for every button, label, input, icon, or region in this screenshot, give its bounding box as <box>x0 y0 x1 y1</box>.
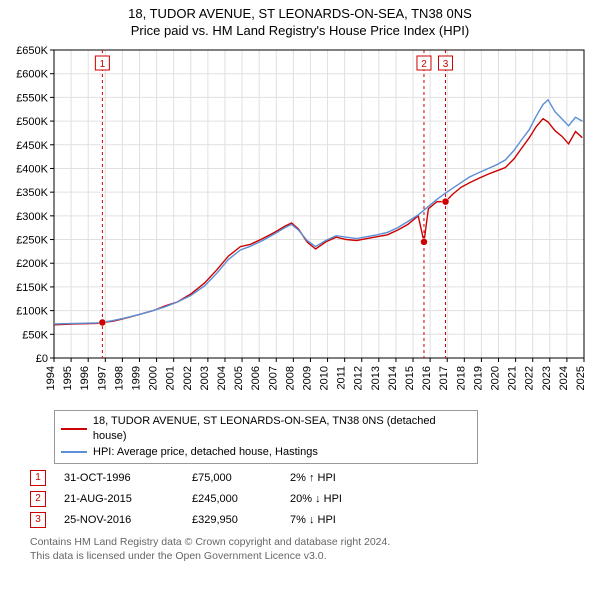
svg-text:£550K: £550K <box>16 92 48 104</box>
svg-text:2014: 2014 <box>387 366 399 390</box>
legend-swatch <box>61 451 87 453</box>
svg-text:2016: 2016 <box>421 366 433 390</box>
svg-text:2002: 2002 <box>182 366 194 390</box>
event-price: £245,000 <box>192 493 272 505</box>
svg-text:2005: 2005 <box>233 366 245 390</box>
svg-text:2010: 2010 <box>319 366 331 390</box>
svg-text:2018: 2018 <box>455 366 467 390</box>
event-price: £329,950 <box>192 514 272 526</box>
svg-text:3: 3 <box>443 59 449 70</box>
event-row: 3 25-NOV-2016 £329,950 7% ↓ HPI <box>30 510 590 531</box>
svg-text:2006: 2006 <box>250 366 262 390</box>
svg-text:£250K: £250K <box>16 234 48 246</box>
title-line-2: Price paid vs. HM Land Registry's House … <box>10 23 590 40</box>
footer: Contains HM Land Registry data © Crown c… <box>30 535 590 563</box>
chart-area: £0 £50K £100K £150K £200K £250K £300K £350K £400… <box>10 44 590 404</box>
svg-text:2001: 2001 <box>165 366 177 390</box>
svg-text:2013: 2013 <box>370 366 382 390</box>
svg-text:£500K: £500K <box>16 116 48 128</box>
svg-text:£400K: £400K <box>16 163 48 175</box>
event-diff: 2% ↑ HPI <box>290 472 400 484</box>
chart-title: 18, TUDOR AVENUE, ST LEONARDS-ON-SEA, TN… <box>10 6 590 40</box>
svg-text:2025: 2025 <box>575 366 587 390</box>
svg-text:1996: 1996 <box>79 366 91 390</box>
svg-text:2015: 2015 <box>404 366 416 390</box>
event-date: 21-AUG-2015 <box>64 493 174 505</box>
svg-text:£650K: £650K <box>16 45 48 57</box>
svg-text:1: 1 <box>100 59 106 70</box>
svg-text:2011: 2011 <box>336 366 348 390</box>
legend-item: HPI: Average price, detached house, Hast… <box>61 445 471 460</box>
svg-text:£50K: £50K <box>22 329 48 341</box>
svg-text:2024: 2024 <box>558 366 570 390</box>
svg-text:2012: 2012 <box>353 366 365 390</box>
svg-text:2008: 2008 <box>284 366 296 390</box>
svg-text:2003: 2003 <box>199 366 211 390</box>
svg-text:1995: 1995 <box>62 366 74 390</box>
legend-label: HPI: Average price, detached house, Hast… <box>93 445 318 460</box>
event-marker-box: 1 <box>30 470 46 486</box>
price-chart: £0 £50K £100K £150K £200K £250K £300K £350K £400… <box>10 44 590 404</box>
events-table: 1 31-OCT-1996 £75,000 2% ↑ HPI 2 21-AUG-2015 £… <box>30 468 590 531</box>
event-row: 2 21-AUG-2015 £245,000 20% ↓ HPI <box>30 489 590 510</box>
svg-text:£450K: £450K <box>16 140 48 152</box>
legend-item: 18, TUDOR AVENUE, ST LEONARDS-ON-SEA, TN… <box>61 414 471 445</box>
svg-text:£350K: £350K <box>16 187 48 199</box>
title-line-1: 18, TUDOR AVENUE, ST LEONARDS-ON-SEA, TN… <box>10 6 590 23</box>
svg-text:£100K: £100K <box>16 305 48 317</box>
event-diff: 20% ↓ HPI <box>290 493 400 505</box>
footer-line-1: Contains HM Land Registry data © Crown c… <box>30 535 590 549</box>
svg-text:£0: £0 <box>36 353 48 365</box>
svg-text:2020: 2020 <box>490 366 502 390</box>
svg-text:2000: 2000 <box>148 366 160 390</box>
svg-text:2021: 2021 <box>507 366 519 390</box>
svg-text:2019: 2019 <box>472 366 484 390</box>
svg-text:2009: 2009 <box>301 366 313 390</box>
svg-text:2017: 2017 <box>438 366 450 390</box>
svg-text:2: 2 <box>421 59 427 70</box>
event-row: 1 31-OCT-1996 £75,000 2% ↑ HPI <box>30 468 590 489</box>
svg-text:1998: 1998 <box>113 366 125 390</box>
svg-text:1994: 1994 <box>45 366 57 390</box>
footer-line-2: This data is licensed under the Open Gov… <box>30 549 590 563</box>
event-marker-box: 3 <box>30 512 46 528</box>
svg-text:2004: 2004 <box>216 366 228 390</box>
svg-text:£150K: £150K <box>16 282 48 294</box>
legend: 18, TUDOR AVENUE, ST LEONARDS-ON-SEA, TN… <box>54 410 478 464</box>
svg-text:2022: 2022 <box>524 366 536 390</box>
svg-text:£200K: £200K <box>16 258 48 270</box>
event-date: 25-NOV-2016 <box>64 514 174 526</box>
svg-text:2007: 2007 <box>267 366 279 390</box>
event-price: £75,000 <box>192 472 272 484</box>
svg-text:1999: 1999 <box>130 366 142 390</box>
svg-text:2023: 2023 <box>541 366 553 390</box>
svg-text:£300K: £300K <box>16 211 48 223</box>
event-marker-box: 2 <box>30 491 46 507</box>
svg-text:£600K: £600K <box>16 68 48 80</box>
svg-text:1997: 1997 <box>96 366 108 390</box>
event-diff: 7% ↓ HPI <box>290 514 400 526</box>
event-date: 31-OCT-1996 <box>64 472 174 484</box>
legend-label: 18, TUDOR AVENUE, ST LEONARDS-ON-SEA, TN… <box>93 414 471 445</box>
legend-swatch <box>61 428 87 430</box>
